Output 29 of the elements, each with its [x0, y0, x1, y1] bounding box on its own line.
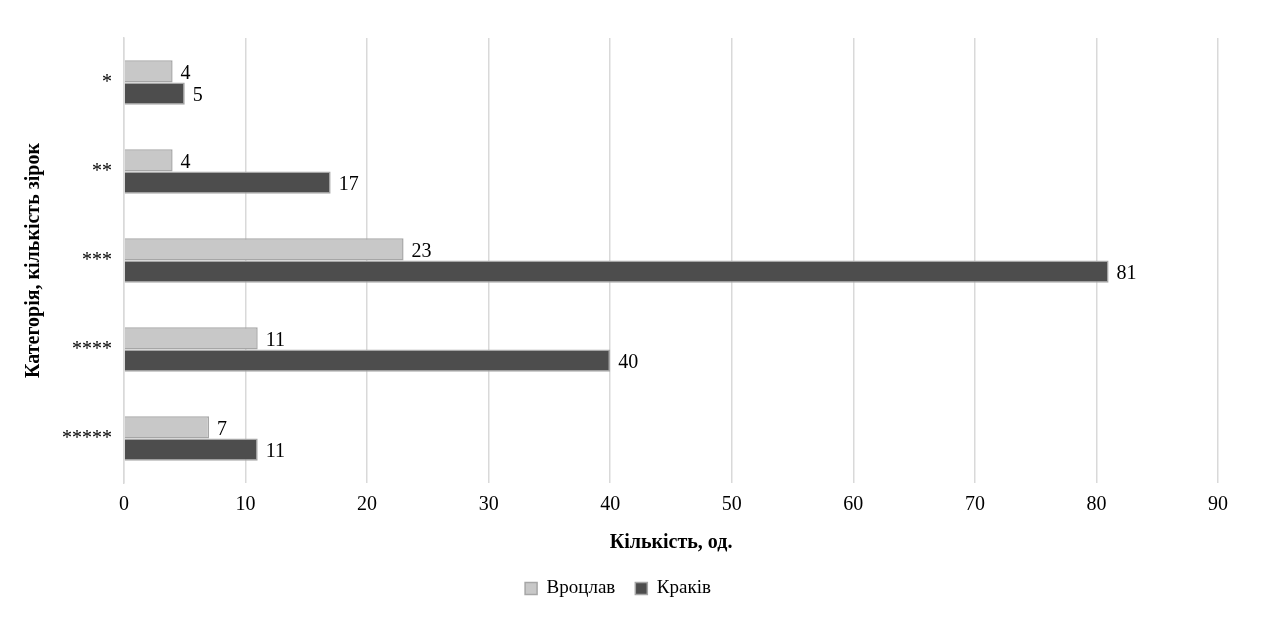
x-tick-label: 20 — [357, 492, 378, 515]
data-label: 17 — [338, 171, 359, 194]
legend-label: Краків — [656, 576, 711, 598]
y-tick-label: * — [102, 69, 112, 92]
x-tick-label: 10 — [235, 492, 256, 515]
data-label: 23 — [411, 238, 432, 261]
data-label: 81 — [1116, 260, 1137, 283]
x-tick-label: 80 — [1086, 492, 1107, 515]
y-tick-label: ** — [92, 158, 112, 181]
data-label: 7 — [217, 416, 228, 439]
data-label: 40 — [618, 349, 639, 372]
y-tick-label: ***** — [62, 425, 112, 448]
y-tick-label: **** — [72, 336, 112, 359]
x-tick-label: 70 — [964, 492, 985, 515]
x-tick-label: 90 — [1208, 492, 1228, 515]
data-label: 5 — [192, 82, 203, 105]
data-label: 11 — [265, 438, 285, 461]
data-label: 11 — [265, 327, 285, 350]
x-tick-label: 30 — [478, 492, 499, 515]
y-axis-title: Категорія, кількість зірок — [21, 142, 45, 378]
x-tick-label: 50 — [721, 492, 742, 515]
y-tick-label: *** — [82, 247, 112, 270]
x-tick-label: 0 — [119, 492, 129, 515]
x-axis-title: Кількість, од. — [609, 530, 733, 553]
x-tick-label: 60 — [843, 492, 864, 515]
legend-label: Вроцлав — [546, 576, 616, 598]
data-label: 4 — [180, 149, 191, 172]
x-tick-label: 40 — [600, 492, 621, 515]
data-label: 4 — [180, 60, 191, 83]
